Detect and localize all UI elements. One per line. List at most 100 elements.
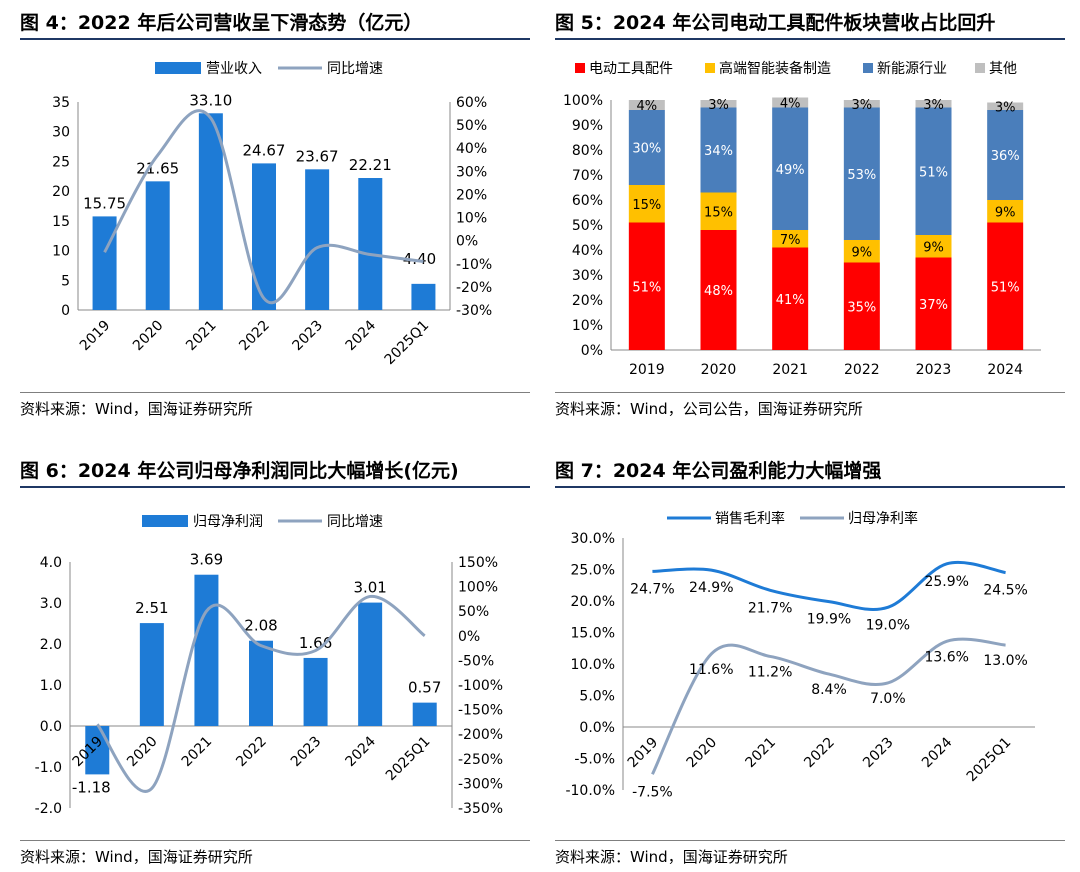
y-tick-label: 20% bbox=[572, 293, 603, 309]
y2-tick-label: 50% bbox=[458, 604, 489, 620]
data-label: 19.9% bbox=[807, 612, 851, 628]
legend-label: 归母净利率 bbox=[848, 510, 918, 527]
stack-segment bbox=[843, 240, 880, 263]
x-tick-label: 2020 bbox=[130, 318, 167, 355]
bar bbox=[198, 113, 223, 310]
data-label: 8.4% bbox=[811, 682, 847, 698]
net-profit-chart: 归母净利润 同比增速 -2.0 -1.0 0.0 1.0 2.0 3.0 4.0 -350% -30… bbox=[35, 513, 503, 817]
data-label: 9% bbox=[995, 205, 1016, 220]
data-label: 1.66 bbox=[299, 634, 332, 652]
stack-segment bbox=[772, 97, 809, 108]
bar bbox=[85, 726, 110, 775]
y-tick-label: 30 bbox=[52, 125, 70, 141]
stack-segment bbox=[843, 100, 880, 108]
legend-label: 销售毛利率 bbox=[715, 510, 785, 527]
legend-label: 营业收入 bbox=[206, 61, 262, 77]
data-label: 24.67 bbox=[243, 141, 286, 159]
y-tick-label: 1.0 bbox=[40, 678, 62, 694]
data-label: 11.6% bbox=[689, 662, 733, 678]
y-tick-label: 10 bbox=[52, 244, 70, 260]
y-tick-label: 0.0 bbox=[40, 719, 62, 735]
data-label: 21.7% bbox=[748, 600, 792, 616]
data-label: 24.7% bbox=[630, 581, 674, 597]
y2-tick-label: -300% bbox=[458, 776, 503, 792]
bar bbox=[252, 163, 276, 310]
x-tick-label: 2025Q1 bbox=[382, 318, 433, 369]
stack-segment bbox=[915, 235, 952, 258]
source-note: 资料来源：Wind，公司公告，国海证券研究所 bbox=[555, 400, 863, 418]
x-tick-label: 2022 bbox=[233, 734, 270, 771]
bar bbox=[249, 640, 273, 726]
x-tick-label: 2022 bbox=[801, 735, 838, 772]
stack-segment bbox=[628, 100, 665, 110]
bar bbox=[412, 702, 437, 726]
data-label: 4% bbox=[637, 99, 658, 114]
y2-tick-label: 40% bbox=[456, 141, 487, 157]
growth-line bbox=[103, 109, 424, 304]
y2-tick-label: 150% bbox=[458, 555, 498, 571]
source-rule bbox=[20, 840, 530, 841]
stack-segment bbox=[843, 107, 880, 240]
x-tick-label: 2023 bbox=[916, 362, 952, 378]
bar bbox=[194, 574, 219, 726]
x-tick-label: 2019 bbox=[77, 318, 114, 355]
y-tick-label: -5.0% bbox=[574, 752, 615, 768]
data-label: 3% bbox=[852, 98, 873, 113]
y2-tick-label: -50% bbox=[458, 653, 494, 669]
data-label: 37% bbox=[919, 298, 948, 313]
x-tick-label: 2019 bbox=[629, 362, 665, 378]
x-tick-label: 2021 bbox=[772, 362, 808, 378]
x-tick-label: 2023 bbox=[860, 735, 897, 772]
data-label: 13.0% bbox=[983, 653, 1027, 669]
y-tick-label: 50% bbox=[572, 218, 603, 234]
source-rule bbox=[20, 392, 530, 393]
data-label: 13.6% bbox=[924, 649, 968, 665]
data-label: 3.01 bbox=[353, 579, 386, 597]
y2-tick-label: 0% bbox=[458, 629, 480, 645]
panel-net-profit: 图 6：2024 年公司归母净利润同比大幅增长(亿元) 归母净利润 同比增速 -2.… bbox=[20, 448, 530, 872]
bar bbox=[303, 657, 328, 726]
x-tick-label: 2024 bbox=[343, 317, 380, 354]
y2-tick-label: 10% bbox=[456, 211, 487, 227]
x-tick-label: 2021 bbox=[183, 318, 220, 355]
data-label: 7.0% bbox=[870, 691, 906, 707]
data-label: 2.08 bbox=[244, 617, 277, 635]
revenue-chart: 营业收入 同比增速 0 5 10 15 20 25 30 35 -30% -20% -10% 0% 10% 2… bbox=[52, 61, 492, 369]
y-tick-label: 20 bbox=[52, 184, 70, 200]
y-tick-label: 0 bbox=[61, 303, 70, 319]
panel-margins: 图 7：2024 年公司盈利能力大幅增强 销售毛利率 归母净利率 -10.0% -5.… bbox=[555, 448, 1065, 872]
x-tick-label: 2020 bbox=[684, 735, 721, 772]
x-tick-label: 2021 bbox=[179, 734, 216, 771]
series-line bbox=[652, 560, 1006, 611]
y2-tick-label: 30% bbox=[456, 164, 487, 180]
y2-tick-label: 60% bbox=[456, 95, 487, 111]
data-label: 4.40 bbox=[403, 250, 436, 268]
data-label: 4% bbox=[780, 97, 801, 112]
x-tick-label: 2022 bbox=[844, 362, 880, 378]
y-tick-label: 25.0% bbox=[571, 563, 615, 579]
y-tick-label: 4.0 bbox=[40, 555, 62, 571]
source-note: 资料来源：Wind，国海证券研究所 bbox=[20, 848, 253, 866]
data-label: 2.51 bbox=[135, 599, 168, 617]
stack-segment bbox=[700, 230, 737, 350]
x-tick-label: 2021 bbox=[742, 735, 779, 772]
growth-line bbox=[96, 594, 426, 793]
legend-label: 新能源行业 bbox=[877, 61, 947, 77]
panel-title: 图 6：2024 年公司归母净利润同比大幅增长(亿元) bbox=[20, 460, 459, 482]
y-tick-label: 10.0% bbox=[571, 657, 615, 673]
y-tick-label: 60% bbox=[572, 193, 603, 209]
y-tick-label: 0% bbox=[581, 343, 603, 359]
data-label: 30% bbox=[632, 142, 661, 157]
data-label: -7.5% bbox=[632, 784, 673, 800]
stack-segment bbox=[987, 102, 1024, 110]
data-label: 53% bbox=[847, 168, 876, 183]
y-tick-label: 80% bbox=[572, 143, 603, 159]
source-rule bbox=[555, 392, 1065, 393]
segment-share-chart: 电动工具配件 高端智能装备制造 新能源行业 其他 0% 10% 20% 30% 40% 50% 60… bbox=[563, 60, 1041, 378]
y-tick-label: 100% bbox=[563, 93, 603, 109]
legend-swatch bbox=[705, 63, 715, 73]
y-tick-label: 35 bbox=[52, 95, 70, 111]
x-tick-label: 2024 bbox=[987, 362, 1023, 378]
y-tick-label: -10.0% bbox=[565, 783, 615, 799]
data-label: 41% bbox=[776, 293, 805, 308]
